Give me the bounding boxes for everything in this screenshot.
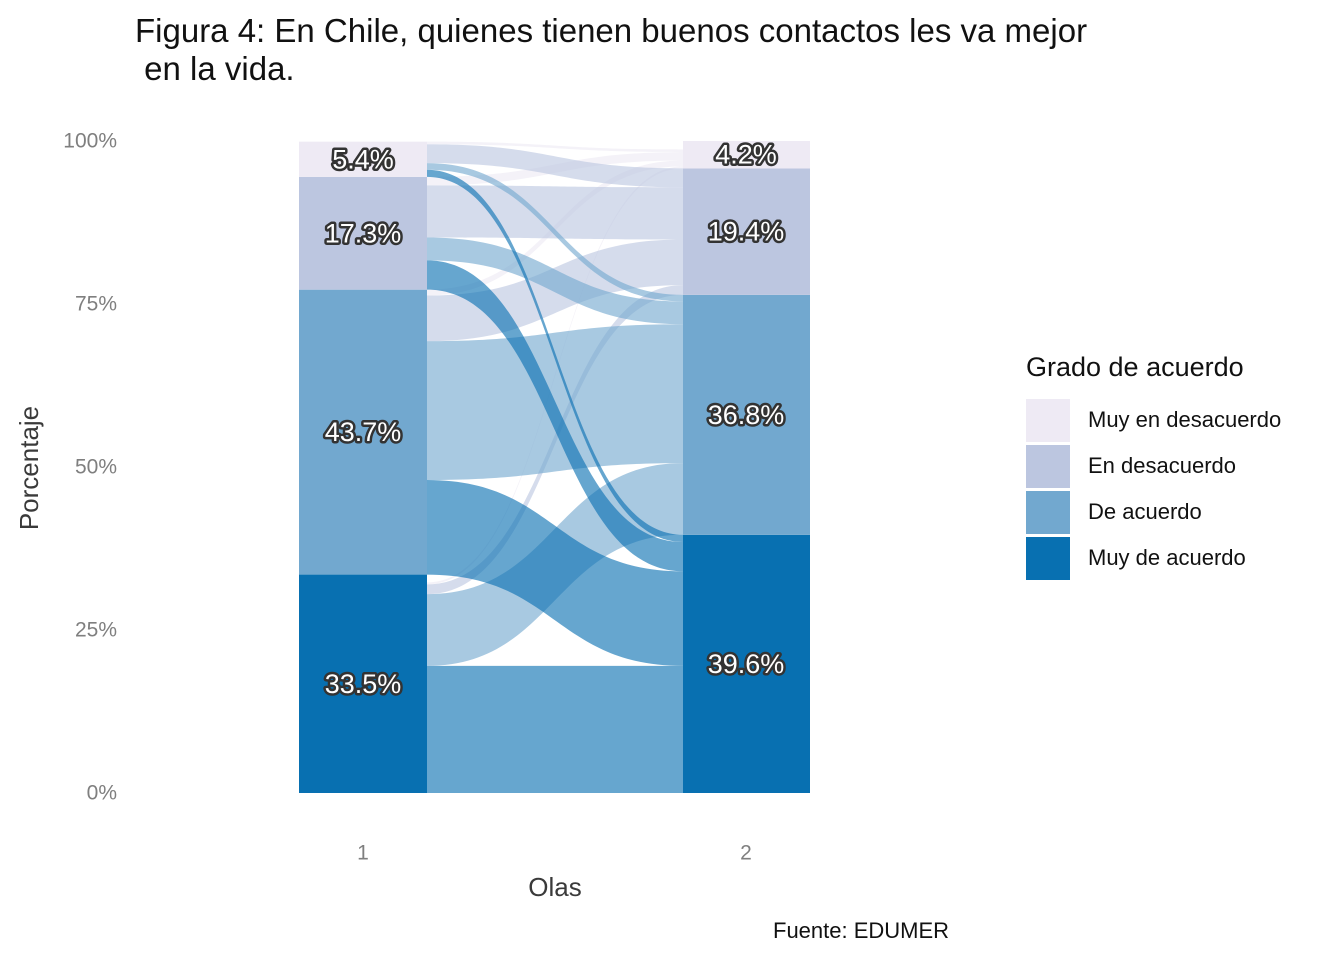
bars-layer bbox=[299, 141, 810, 793]
bar-segment-ola-1-muy-en-desacuerdo bbox=[299, 141, 427, 177]
flow-muy-en-desacuerdo-to-en-desacuerdo bbox=[427, 144, 683, 188]
legend-item-muy-en-desacuerdo: Muy en desacuerdo bbox=[1026, 397, 1281, 443]
flow-en-desacuerdo-to-muy-de-acuerdo bbox=[427, 260, 683, 572]
legend-item-de-acuerdo: De acuerdo bbox=[1026, 489, 1281, 535]
flow-muy-en-desacuerdo-to-muy-en-desacuerdo bbox=[427, 141, 683, 153]
flow-de-acuerdo-to-muy-de-acuerdo bbox=[427, 480, 683, 666]
y-axis-title: Porcentaje bbox=[14, 406, 44, 530]
y-tick-label: 0% bbox=[87, 782, 117, 805]
bar-segment-ola-1-de-acuerdo bbox=[299, 289, 427, 575]
bar-segment-ola-2-de-acuerdo bbox=[683, 294, 810, 535]
bar-label-ola-1-en-desacuerdo: 17.3% bbox=[325, 218, 402, 248]
legend-swatch bbox=[1026, 444, 1070, 488]
legend-swatch bbox=[1026, 490, 1070, 534]
legend: Grado de acuerdo Muy en desacuerdo En de… bbox=[1026, 352, 1281, 581]
flows-layer bbox=[427, 141, 683, 793]
flow-en-desacuerdo-to-de-acuerdo bbox=[427, 237, 683, 325]
bar-segment-ola-1-en-desacuerdo bbox=[299, 176, 427, 290]
bar-segment-ola-2-muy-de-acuerdo bbox=[683, 534, 810, 793]
flow-muy-de-acuerdo-to-muy-de-acuerdo bbox=[427, 665, 683, 793]
bar-label-ola-2-muy-en-desacuerdo: 4.2% bbox=[715, 140, 777, 170]
bar-segment-ola-2-en-desacuerdo bbox=[683, 168, 810, 295]
bar-label-ola-1-muy-de-acuerdo: 33.5% bbox=[325, 669, 402, 699]
y-tick-label: 100% bbox=[63, 130, 117, 153]
bar-segment-ola-1-muy-de-acuerdo bbox=[299, 574, 427, 793]
x-tick-label: 1 bbox=[357, 842, 369, 865]
flow-muy-en-desacuerdo-to-muy-de-acuerdo bbox=[427, 169, 683, 542]
bar-label-ola-2-en-desacuerdo: 19.4% bbox=[708, 217, 785, 247]
bar-labels-layer: 33.5% 43.7% 17.3% 5.4% 39.6% 36.8% 19.4% 4.2% bbox=[322, 137, 787, 701]
y-tick-label: 50% bbox=[75, 456, 117, 479]
flow-muy-en-desacuerdo-to-de-acuerdo bbox=[427, 163, 683, 302]
legend-label: Muy de acuerdo bbox=[1088, 545, 1246, 570]
y-axis-ticks: 0% 25% 50% 75% 100% bbox=[63, 130, 117, 805]
x-tick-label: 2 bbox=[740, 842, 752, 865]
bar-label-ola-2-de-acuerdo: 36.8% bbox=[708, 400, 785, 430]
x-axis-title: Olas bbox=[528, 872, 581, 902]
chart-title: Figura 4: En Chile, quienes tienen bueno… bbox=[135, 12, 1088, 87]
legend-title: Grado de acuerdo bbox=[1026, 352, 1244, 382]
legend-label: En desacuerdo bbox=[1088, 453, 1236, 478]
legend-label: Muy en desacuerdo bbox=[1088, 407, 1282, 432]
flow-en-desacuerdo-to-en-desacuerdo bbox=[427, 185, 683, 240]
legend-swatch bbox=[1026, 398, 1070, 442]
y-tick-label: 75% bbox=[75, 293, 117, 316]
legend-label: De acuerdo bbox=[1088, 499, 1202, 524]
y-tick-label: 25% bbox=[75, 619, 117, 642]
legend-item-en-desacuerdo: En desacuerdo bbox=[1026, 443, 1281, 489]
legend-swatch bbox=[1026, 536, 1070, 580]
bar-label-ola-2-muy-de-acuerdo: 39.6% bbox=[708, 649, 785, 679]
legend-item-muy-de-acuerdo: Muy de acuerdo bbox=[1026, 535, 1281, 581]
bar-label-ola-1-de-acuerdo: 43.7% bbox=[325, 417, 402, 447]
caption-source: Fuente: EDUMER bbox=[773, 918, 950, 943]
bar-segment-ola-2-muy-en-desacuerdo bbox=[683, 141, 810, 169]
bar-label-ola-1-muy-en-desacuerdo: 5.4% bbox=[332, 144, 394, 174]
